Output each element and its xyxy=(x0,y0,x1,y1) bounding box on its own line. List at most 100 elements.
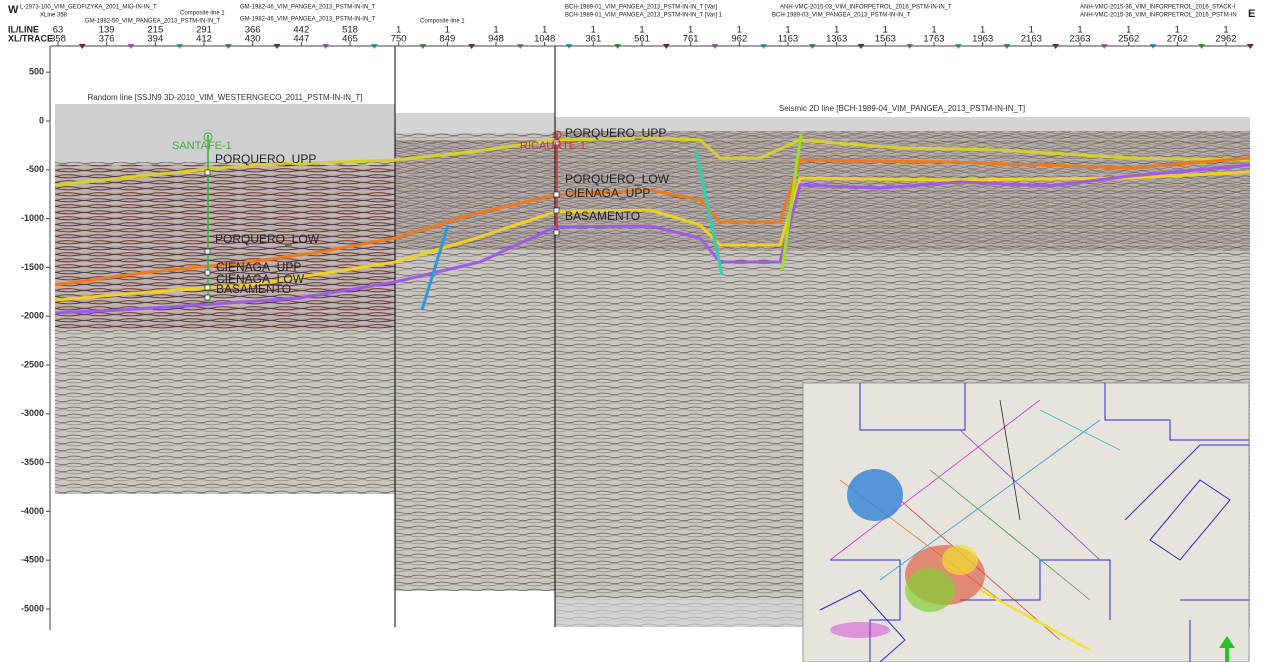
header-rows: L-1973-100_VIM_GEOFIZYKA_2001_MIG-IN-IN_… xyxy=(20,5,1254,49)
xl-value: 361 xyxy=(585,34,601,45)
xl-value: 376 xyxy=(99,34,115,45)
depth-tick-label: -1500 xyxy=(21,262,44,272)
east-label: E xyxy=(1248,8,1255,20)
line-name: BCH-1989-01_VIM_PANGEA_2013_PSTM-IN-IN_T… xyxy=(565,13,723,19)
depth-tick-label: -3500 xyxy=(21,457,44,467)
xl-value: 1763 xyxy=(923,34,944,45)
horizons xyxy=(54,136,1251,315)
horizon-label: PORQUERO_UPP xyxy=(215,152,316,166)
horizon-label: CIENAGA_UPP xyxy=(216,260,301,274)
xl-value: 2562 xyxy=(1118,34,1139,45)
line-marker xyxy=(1246,44,1254,49)
line-name: ANH-VMC-2015-03_VIM_INFORPETROL_2016_PST… xyxy=(780,5,952,11)
horizon-label: BASAMENTO xyxy=(565,209,640,223)
panel-top xyxy=(55,104,395,162)
line-name: GM-1982-46_VIM_PANGEA_2013_PSTM-IN-IN_T xyxy=(240,5,376,11)
il-value: 1 xyxy=(1126,25,1131,36)
depth-tick-label: -5000 xyxy=(21,603,44,613)
horizon-label: PORQUERO_UPP xyxy=(565,126,666,140)
well-markers xyxy=(204,139,560,301)
il-value: 1 xyxy=(493,25,498,36)
xl-value: 761 xyxy=(683,34,699,45)
xl-value: 750 xyxy=(391,34,407,45)
xl-value: 962 xyxy=(731,34,747,45)
il-value: 1 xyxy=(737,25,742,36)
horizon-label: CIENAGA_UPP xyxy=(565,186,650,200)
xl-value: 849 xyxy=(439,34,455,45)
line-name: Composite line 1 xyxy=(180,11,225,17)
il-value: 1 xyxy=(1223,25,1228,36)
il-value: 63 xyxy=(53,25,64,36)
map-survey xyxy=(942,545,978,575)
il-value: 1 xyxy=(688,25,693,36)
well-name: SANTAFE-1 xyxy=(172,140,232,152)
xl-value: 447 xyxy=(293,34,309,45)
map-survey xyxy=(905,568,955,612)
xl-value: 394 xyxy=(147,34,163,45)
line-name: GM-1982-50_VIM_PANGEA_2013_PSTM-IN-IN_T xyxy=(85,19,221,25)
xl-value: 948 xyxy=(488,34,504,45)
xl-value: 561 xyxy=(634,34,650,45)
horizon-label: BASAMENTO xyxy=(216,282,291,296)
xl-value: 2163 xyxy=(1021,34,1042,45)
line-name: L-1973-100_VIM_GEOFIZYKA_2001_MIG-IN-IN_… xyxy=(20,5,157,11)
il-value: 1 xyxy=(445,25,450,36)
west-label: W xyxy=(8,4,19,16)
xl-value: 1363 xyxy=(826,34,847,45)
il-value: 1 xyxy=(980,25,985,36)
il-value: 215 xyxy=(147,25,163,36)
line-name: Composite line 1 xyxy=(420,19,465,25)
horizon-label: PORQUERO_LOW xyxy=(565,172,670,186)
xl-value: 2363 xyxy=(1069,34,1090,45)
fault xyxy=(780,133,803,271)
well-head xyxy=(203,132,213,142)
il-label: IL/LINE xyxy=(8,24,39,34)
depth-tick-label: -2500 xyxy=(21,359,44,369)
xl-value: 1563 xyxy=(875,34,896,45)
il-value: 139 xyxy=(99,25,115,36)
panel-title: Random line [SSJN9 3D-2010_VIM_WESTERNGE… xyxy=(87,93,362,102)
il-value: 1 xyxy=(639,25,644,36)
well-name: RICAURTE-1 xyxy=(520,140,586,152)
il-value: 1 xyxy=(542,25,547,36)
il-value: 1 xyxy=(591,25,596,36)
xl-label: XL/TRACE xyxy=(8,33,53,43)
horizon-line xyxy=(54,156,1251,287)
il-value: 1 xyxy=(1175,25,1180,36)
xl-value: 465 xyxy=(342,34,358,45)
fault xyxy=(694,149,724,276)
horizon-line xyxy=(54,136,1251,187)
depth-tick-label: -2000 xyxy=(21,311,44,321)
depth-tick-label: -3000 xyxy=(21,408,44,418)
xl-value: 1963 xyxy=(972,34,993,45)
well-head xyxy=(552,130,562,140)
xl-value: 412 xyxy=(196,34,212,45)
line-name: ANH-VMC-2015-36_VIM_INFORPETROL_2016_PST… xyxy=(1080,13,1237,19)
il-value: 366 xyxy=(245,25,261,36)
map-survey xyxy=(847,469,903,521)
horizon-label: PORQUERO_LOW xyxy=(215,232,320,246)
xl-value: 1163 xyxy=(778,34,798,45)
line-name: GM-1982-46_VIM_PANGEA_2013_PSTM-IN-IN_T xyxy=(240,17,376,23)
xl-value: 2762 xyxy=(1167,34,1188,45)
faults xyxy=(420,133,803,311)
depth-tick-label: -1000 xyxy=(21,213,44,223)
il-value: 1 xyxy=(931,25,936,36)
il-value: 1 xyxy=(834,25,839,36)
depth-tick-label: 500 xyxy=(29,67,44,77)
line-name: XLine 358 xyxy=(40,13,68,19)
panel-bottom xyxy=(555,598,805,627)
il-value: 518 xyxy=(342,25,358,36)
xl-value: 358 xyxy=(50,34,66,45)
il-value: 291 xyxy=(196,25,212,36)
depth-tick-label: -4000 xyxy=(21,506,44,516)
xl-value: 430 xyxy=(245,34,261,45)
depth-tick-label: 0 xyxy=(39,115,44,125)
horizon-line xyxy=(54,163,1251,315)
il-value: 1 xyxy=(1029,25,1034,36)
panel-top xyxy=(555,117,1250,131)
inset-map xyxy=(802,382,1250,662)
map-blocks xyxy=(819,383,1249,662)
il-value: 1 xyxy=(883,25,888,36)
